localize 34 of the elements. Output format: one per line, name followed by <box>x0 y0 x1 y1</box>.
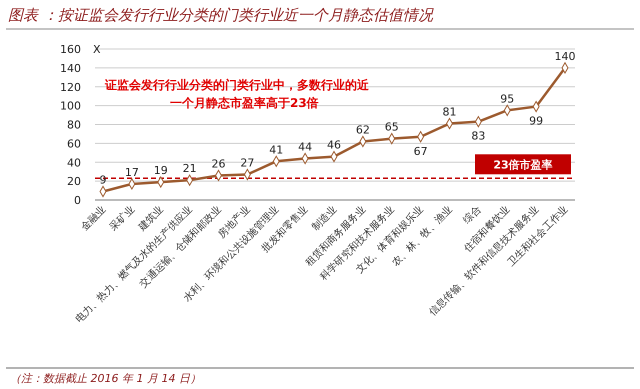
y-tick-label: 60 <box>67 137 81 150</box>
data-label: 9 <box>100 174 106 187</box>
y-tick-label: 160 <box>60 43 81 56</box>
y-tick-label: 140 <box>60 62 81 75</box>
y-tick-label: 40 <box>67 156 81 170</box>
data-label: 62 <box>356 123 370 136</box>
x-tick-label: 综合 <box>460 204 484 226</box>
data-label: 67 <box>414 144 428 158</box>
data-label: 81 <box>442 106 456 119</box>
y-tick-label: 80 <box>67 118 81 132</box>
data-label: 65 <box>384 120 399 134</box>
y-axis-title: X <box>93 43 101 56</box>
chart-title: 图表 ：按证监会发行行业分类的门类行业近一个月静态估值情况 <box>8 6 434 24</box>
y-tick-label: 100 <box>60 100 81 113</box>
y-tick-label: 20 <box>67 175 81 188</box>
data-label: 41 <box>269 143 284 156</box>
data-label: 44 <box>298 140 312 154</box>
data-label: 21 <box>182 162 197 176</box>
ref-line-label: 23倍市盈率 <box>493 158 553 172</box>
y-tick-label: 0 <box>74 194 81 207</box>
data-label: 95 <box>500 92 514 106</box>
data-label: 26 <box>212 157 226 170</box>
data-label: 17 <box>124 166 139 179</box>
data-label: 83 <box>471 130 486 143</box>
text: （注：数据截止 2016 年 1 月 14 日） <box>10 372 201 385</box>
x-tick-label: 金融业 <box>78 204 108 234</box>
x-tick-label: 采矿业 <box>107 204 137 234</box>
annotation: 证监会发行行业分类的门类行业中，多数行业的近一个月静态市盈率高于23倍 <box>104 78 370 110</box>
data-label: 46 <box>327 138 341 152</box>
data-label: 27 <box>240 156 254 170</box>
data-label: 19 <box>154 164 168 178</box>
y-tick-label: 120 <box>60 80 81 94</box>
data-label: 99 <box>529 114 544 128</box>
data-label: 140 <box>554 50 576 63</box>
